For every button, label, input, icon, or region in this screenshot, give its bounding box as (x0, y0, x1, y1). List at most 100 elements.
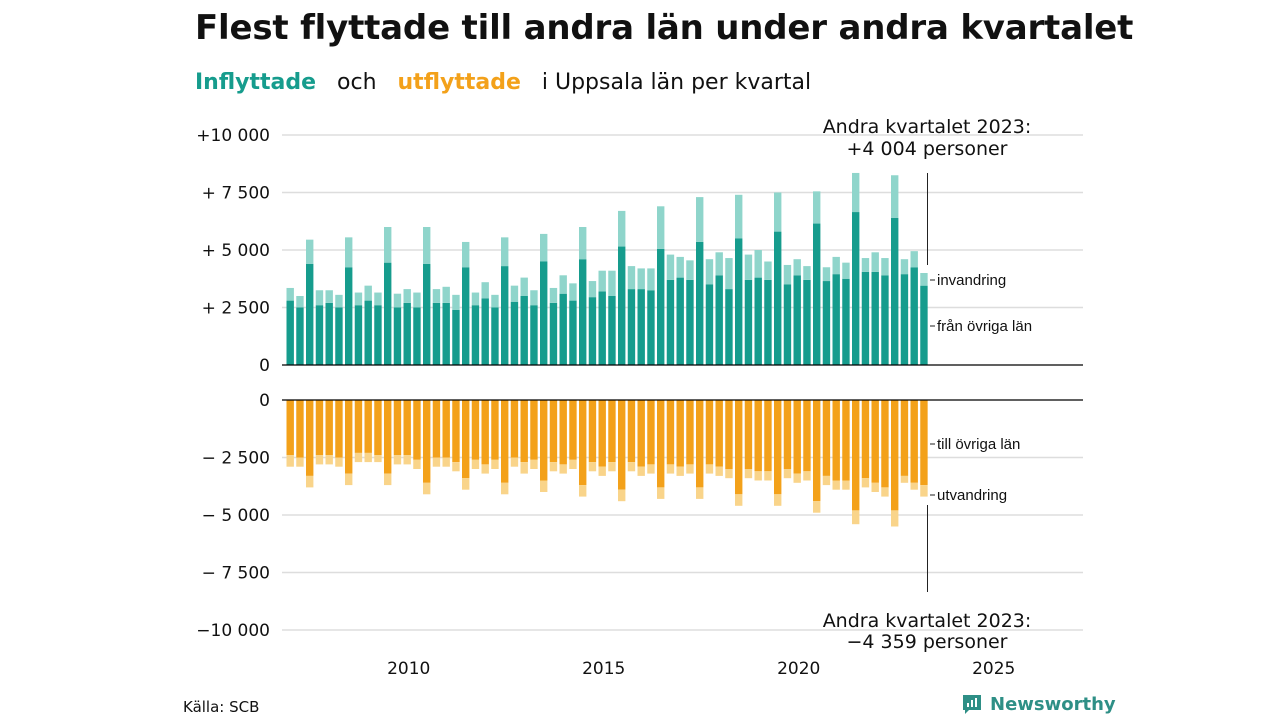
bar-in-immigration (423, 227, 431, 264)
bar-out-domestic (852, 400, 860, 511)
brand-name: Newsworthy (990, 693, 1116, 715)
bar-in-domestic (491, 307, 499, 365)
bar-in-immigration (666, 254, 675, 280)
bar-in-domestic (510, 301, 519, 365)
bar-in-domestic (608, 296, 616, 365)
bar-in-domestic (306, 263, 314, 365)
bar-out-domestic (364, 400, 372, 453)
bar-in-immigration (803, 266, 811, 280)
bar-in-domestic (374, 305, 382, 365)
bar-in-immigration (393, 293, 402, 308)
bar-in-domestic (852, 212, 860, 365)
bar-out-emigration (861, 478, 870, 488)
bar-out-emigration (559, 464, 567, 474)
bar-in-immigration (881, 258, 889, 276)
bar-in-immigration (374, 292, 382, 306)
bar-out-domestic (452, 400, 460, 463)
bar-in-immigration (354, 292, 363, 306)
bar-out-emigration (432, 457, 441, 467)
bar-in-immigration (774, 192, 782, 232)
bar-out-domestic (559, 400, 567, 465)
bar-in-domestic (549, 302, 558, 365)
bar-out-emigration (569, 459, 577, 469)
bar-out-domestic (501, 400, 509, 483)
bar-in-immigration (871, 252, 879, 272)
y-tick-label-top: 0 (259, 356, 270, 376)
y-tick-label-bottom: − 5 000 (202, 506, 270, 526)
bar-out-domestic (384, 400, 392, 474)
annotation-top: Andra kvartalet 2023: (823, 116, 1032, 138)
bar-in-domestic (891, 217, 899, 365)
bar-out-emigration (696, 487, 704, 499)
bar-out-emigration (325, 455, 333, 465)
bar-in-immigration (442, 286, 450, 303)
series-label: till övriga län (937, 436, 1020, 453)
bar-out-emigration (735, 494, 743, 506)
bar-out-emigration (754, 471, 762, 481)
bar-out-emigration (803, 471, 811, 481)
bar-in-immigration (920, 273, 928, 286)
bar-in-domestic (861, 271, 870, 365)
bar-in-immigration (618, 210, 626, 247)
bar-out-emigration (832, 480, 840, 490)
bar-out-domestic (920, 400, 928, 486)
bar-out-domestic (774, 400, 782, 495)
y-tick-label-bottom: 0 (259, 391, 270, 411)
bar-out-domestic (306, 400, 314, 476)
bar-in-immigration (822, 267, 831, 282)
bar-in-immigration (315, 290, 324, 306)
bar-out-domestic (647, 400, 655, 465)
bar-out-domestic (696, 400, 704, 488)
bar-in-immigration (501, 237, 509, 267)
bar-in-immigration (696, 197, 704, 242)
bar-in-immigration (861, 258, 870, 272)
bar-out-domestic (598, 400, 606, 467)
bar-in-immigration (910, 251, 918, 268)
bar-in-immigration (432, 289, 441, 303)
bar-out-domestic (813, 400, 821, 502)
bar-in-immigration (452, 294, 460, 310)
bar-in-immigration (306, 239, 314, 264)
bar-out-emigration (413, 459, 421, 469)
bar-out-domestic (569, 400, 577, 460)
bar-out-domestic (725, 400, 733, 469)
bar-in-immigration (608, 270, 616, 296)
subtitle-and-word: och (337, 70, 377, 95)
chart-title: Flest flyttade till andra län under andr… (195, 8, 1134, 48)
bar-in-domestic (296, 307, 304, 365)
bar-out-emigration (579, 485, 587, 497)
bar-in-immigration (549, 287, 558, 303)
bar-in-domestic (530, 305, 538, 365)
bar-out-domestic (832, 400, 840, 481)
bar-out-domestic (608, 400, 616, 463)
bar-in-immigration (579, 227, 587, 260)
bar-out-emigration (686, 464, 694, 474)
bar-out-emigration (715, 466, 723, 476)
bar-out-emigration (705, 464, 714, 474)
bar-out-emigration (335, 457, 343, 467)
bar-in-domestic (764, 279, 772, 365)
source-note: Källa: SCB (183, 698, 260, 716)
bar-out-domestic (891, 400, 899, 511)
bar-out-emigration (315, 455, 324, 465)
y-tick-label-bottom: −10 000 (196, 621, 270, 641)
bar-out-domestic (618, 400, 626, 490)
bar-out-emigration (442, 457, 450, 467)
bar-in-domestic (413, 307, 421, 365)
bar-out-domestic (286, 400, 294, 456)
subtitle-out-label: utflyttade (397, 70, 521, 95)
bar-out-domestic (315, 400, 324, 456)
bar-in-domestic (618, 246, 626, 365)
series-label: invandring (937, 272, 1006, 289)
bar-in-domestic (432, 302, 441, 365)
bar-in-immigration (403, 289, 411, 303)
bar-in-immigration (813, 191, 821, 224)
bar-in-domestic (871, 271, 879, 365)
bar-out-emigration (481, 464, 489, 474)
bar-in-domestic (803, 279, 811, 365)
chart-subtitle: Inflyttade och utflyttade i Uppsala län … (195, 70, 811, 95)
bar-in-immigration (832, 256, 840, 275)
bar-in-immigration (900, 259, 909, 275)
bar-out-domestic (549, 400, 558, 463)
